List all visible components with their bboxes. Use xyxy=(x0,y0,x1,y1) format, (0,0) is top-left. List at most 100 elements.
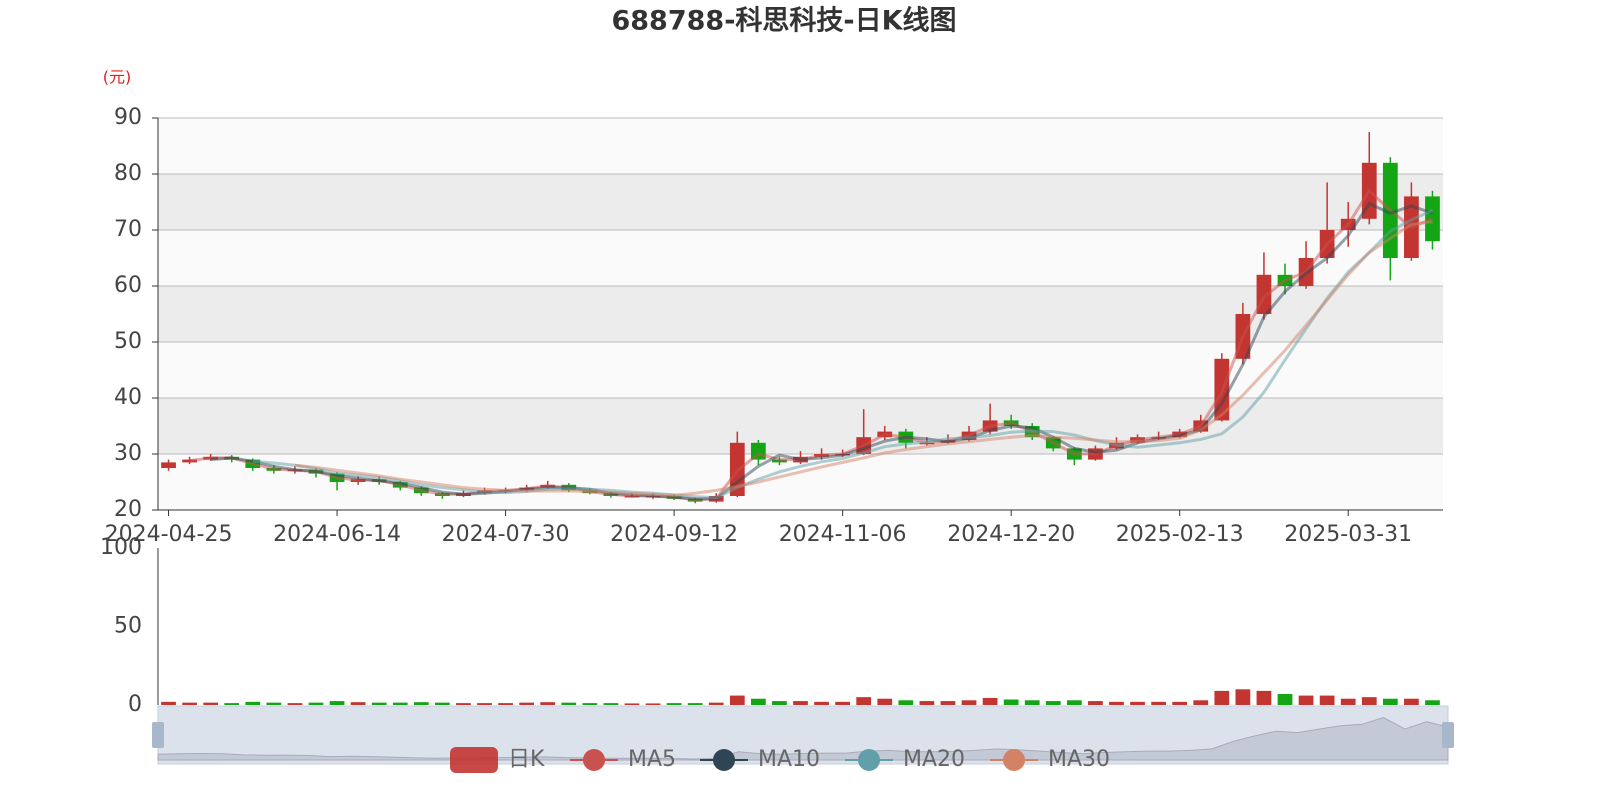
volume-bar xyxy=(582,703,598,705)
legend-label: MA30 xyxy=(1048,747,1110,772)
volume-bar xyxy=(687,703,703,705)
candle-body xyxy=(182,459,197,463)
x-tick-label: 2024-12-20 xyxy=(947,522,1075,547)
volume-bar xyxy=(392,702,408,705)
volume-bar xyxy=(498,703,513,705)
zoom-slider xyxy=(157,705,1449,765)
volume-bar xyxy=(350,702,366,705)
volume-bar xyxy=(540,702,556,705)
y-tick-label: 70 xyxy=(114,217,142,242)
legend-swatch xyxy=(450,747,498,773)
volume-bar xyxy=(1193,700,1209,705)
volume-bar xyxy=(224,703,240,705)
volume-bar xyxy=(287,703,303,705)
volume-bar xyxy=(877,698,893,705)
ma-line xyxy=(294,220,1433,497)
legend-swatch xyxy=(858,749,880,771)
volume-bar xyxy=(1130,701,1145,705)
volume-bar xyxy=(371,702,387,705)
volume-bar xyxy=(1045,701,1061,705)
volume-bar xyxy=(161,701,176,705)
volume-bar xyxy=(750,698,766,705)
x-tick-label: 2025-03-31 xyxy=(1284,522,1412,547)
volume-bar xyxy=(729,695,745,705)
x-tick-label: 2024-04-25 xyxy=(105,522,233,547)
x-tick-label: 2025-02-13 xyxy=(1116,522,1244,547)
volume-bar xyxy=(1024,700,1040,705)
volume-bar xyxy=(1277,694,1293,705)
x-tick-label: 2024-09-12 xyxy=(610,522,738,547)
y-tick-label: 40 xyxy=(114,385,142,410)
legend-swatch xyxy=(1003,749,1025,771)
volume-bar xyxy=(898,700,914,705)
legend-item: MA30 xyxy=(990,747,1110,772)
legend-item: MA5 xyxy=(570,747,676,772)
legend-item: MA20 xyxy=(845,747,965,772)
legend-swatch xyxy=(713,749,735,771)
legend-swatch xyxy=(583,749,605,771)
volume-bar xyxy=(814,701,829,705)
volume-bar xyxy=(1404,698,1419,705)
y-unit: (元) xyxy=(103,68,132,87)
zoom-handle xyxy=(152,722,164,748)
legend-label: MA5 xyxy=(628,747,676,772)
y-tick-label: 30 xyxy=(114,441,142,466)
volume-bar xyxy=(835,701,851,705)
volume-tick-label: 0 xyxy=(128,692,142,717)
candle-body xyxy=(161,462,176,468)
x-tick-label: 2024-07-30 xyxy=(442,522,570,547)
split-area xyxy=(158,118,1443,174)
volume-bar xyxy=(435,702,450,705)
y-tick-label: 20 xyxy=(114,497,142,522)
volume-bar xyxy=(477,703,492,705)
volume-bar xyxy=(1340,698,1356,705)
volume-bar xyxy=(1235,689,1251,705)
zoom-handle xyxy=(1442,722,1454,748)
legend-label: 日K xyxy=(508,747,545,772)
volume-bar xyxy=(793,701,808,705)
volume-bar xyxy=(645,703,661,705)
chart-title: 688788-科思科技-日K线图 xyxy=(611,6,956,37)
volume-bar xyxy=(1003,699,1019,705)
y-tick-label: 90 xyxy=(114,105,142,130)
volume-bar xyxy=(1298,695,1314,705)
volume-bar xyxy=(1172,701,1188,705)
volume-bar xyxy=(266,702,282,705)
volume-bar xyxy=(182,702,197,705)
volume-bar xyxy=(1109,701,1124,705)
volume-bar xyxy=(1088,701,1103,705)
volume-bar xyxy=(772,701,787,705)
split-area xyxy=(158,174,1443,230)
volume-bar xyxy=(308,702,324,705)
zoom-preview xyxy=(157,716,1449,761)
volume-bar xyxy=(1425,700,1440,705)
x-tick-label: 2024-11-06 xyxy=(779,522,907,547)
volume-bar xyxy=(708,702,724,705)
volume-bar xyxy=(1361,697,1377,705)
volume-tick-label: 50 xyxy=(114,614,142,639)
y-tick-label: 80 xyxy=(114,161,142,186)
y-tick-label: 60 xyxy=(114,273,142,298)
legend-label: MA10 xyxy=(758,747,820,772)
volume-bar xyxy=(203,702,219,705)
ma-line xyxy=(252,209,1434,500)
volume-bar xyxy=(666,703,682,705)
ma-line xyxy=(210,201,1433,501)
split-area xyxy=(158,286,1443,342)
volume-bar xyxy=(561,702,577,705)
volume-bar xyxy=(245,701,261,705)
volume-bar xyxy=(982,697,998,705)
legend-item: 日K xyxy=(450,747,545,773)
volume-bar xyxy=(519,702,535,705)
legend-label: MA20 xyxy=(903,747,965,772)
volume-bar xyxy=(856,697,872,705)
volume-bar xyxy=(1214,690,1230,705)
volume-bar xyxy=(961,700,977,705)
volume-bar xyxy=(624,703,640,705)
volume-bar xyxy=(456,703,471,705)
x-tick-label: 2024-06-14 xyxy=(273,522,401,547)
volume-tick-label: 100 xyxy=(100,535,142,560)
volume-bar xyxy=(1382,698,1398,705)
volume-bar xyxy=(940,701,956,705)
